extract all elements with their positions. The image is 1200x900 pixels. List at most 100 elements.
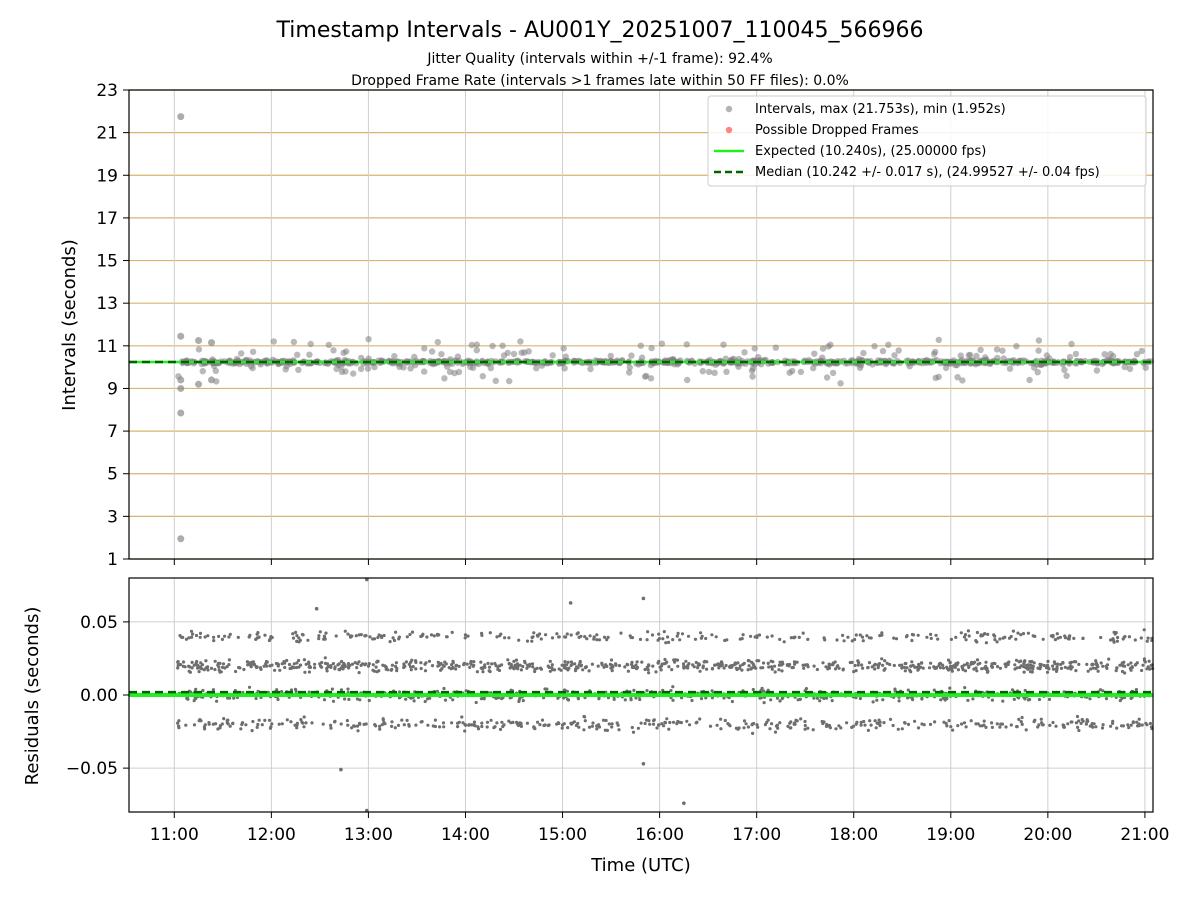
residual-point	[525, 721, 530, 725]
residual-point	[1004, 725, 1008, 729]
residual-outlier-point	[641, 761, 646, 766]
residual-point	[423, 699, 427, 704]
x-axis-label: Time (UTC)	[590, 855, 691, 876]
interval-point	[1031, 364, 1038, 371]
residual-point	[976, 722, 980, 726]
residual-point	[1115, 639, 1119, 643]
residual-point	[651, 722, 656, 726]
residual-point	[555, 722, 559, 726]
residual-point	[780, 663, 784, 667]
residual-point	[803, 719, 807, 724]
residual-point	[1041, 723, 1045, 727]
interval-point	[658, 340, 666, 347]
residual-outlier-point	[682, 801, 686, 806]
residual-point	[757, 659, 761, 663]
residual-point	[719, 664, 724, 668]
residual-point	[854, 669, 858, 673]
residual-point	[646, 668, 650, 672]
residual-point	[964, 638, 968, 642]
interval-point	[499, 342, 506, 349]
residual-point	[858, 633, 862, 637]
residual-point	[705, 667, 709, 671]
residual-point	[1051, 635, 1055, 639]
residual-point	[812, 696, 816, 700]
residual-point	[546, 723, 551, 728]
residual-point	[227, 635, 231, 639]
residual-point	[223, 634, 227, 638]
interval-point	[270, 338, 277, 345]
residual-point	[1089, 667, 1093, 671]
residual-point	[665, 660, 669, 664]
residual-point	[669, 689, 673, 693]
residual-point	[302, 725, 306, 729]
residual-point	[513, 663, 517, 667]
residual-point	[431, 724, 435, 728]
residual-point	[575, 665, 579, 669]
residual-point	[1126, 723, 1130, 727]
residual-point	[423, 669, 428, 673]
residual-point	[667, 665, 671, 669]
residual-point	[176, 663, 180, 668]
residual-point	[176, 660, 180, 664]
residual-point	[404, 697, 408, 701]
residual-point	[516, 667, 520, 671]
interval-point	[906, 363, 913, 370]
residual-point	[563, 660, 567, 664]
residual-point	[427, 659, 432, 663]
residual-point	[346, 632, 350, 636]
residual-point	[295, 665, 299, 670]
residual-point	[203, 635, 207, 639]
residual-point	[1022, 670, 1026, 674]
residual-point	[750, 666, 754, 670]
residual-point	[883, 667, 887, 671]
residual-point	[597, 725, 602, 729]
residual-point	[604, 718, 608, 723]
residual-point	[773, 730, 778, 734]
residual-point	[691, 663, 695, 667]
residual-point	[517, 697, 522, 701]
residual-point	[350, 662, 355, 666]
interval-point	[829, 369, 837, 377]
residual-point	[1006, 662, 1010, 667]
residual-point	[531, 665, 535, 669]
residual-point	[701, 664, 705, 668]
residual-point	[1086, 669, 1090, 673]
interval-point	[358, 354, 365, 362]
residual-point	[980, 667, 984, 671]
intervals-y-tick-label: 11	[96, 337, 118, 357]
residual-point	[410, 630, 415, 634]
residual-point	[1045, 663, 1050, 668]
x-tick-label: 11:00	[150, 825, 199, 845]
residual-point	[898, 663, 902, 667]
residual-point	[190, 666, 194, 670]
residual-point	[1091, 666, 1095, 670]
residual-point	[442, 725, 446, 729]
residual-point	[257, 718, 261, 722]
residual-point	[744, 722, 748, 726]
residual-point	[876, 721, 880, 726]
residual-point	[1019, 720, 1023, 724]
interval-point	[684, 376, 691, 384]
residual-point	[565, 632, 569, 636]
intervals-y-tick-label: 9	[107, 379, 118, 399]
residual-point	[215, 699, 219, 703]
residual-point	[891, 723, 895, 728]
residual-point	[276, 697, 280, 702]
residual-point	[177, 726, 181, 730]
residual-point	[857, 661, 861, 665]
residual-point	[336, 663, 340, 667]
residual-point	[740, 668, 744, 672]
residual-point	[280, 690, 284, 694]
interval-point	[860, 349, 867, 357]
residual-point	[806, 726, 810, 730]
residual-point	[859, 720, 863, 725]
residual-point	[1061, 660, 1065, 665]
residual-point	[1111, 637, 1115, 641]
residual-point	[675, 634, 679, 638]
interval-point	[421, 345, 428, 352]
residual-point	[390, 720, 394, 724]
residual-point	[213, 667, 217, 672]
residual-point	[548, 669, 552, 673]
residual-point	[883, 659, 887, 663]
residual-point	[1020, 722, 1024, 727]
